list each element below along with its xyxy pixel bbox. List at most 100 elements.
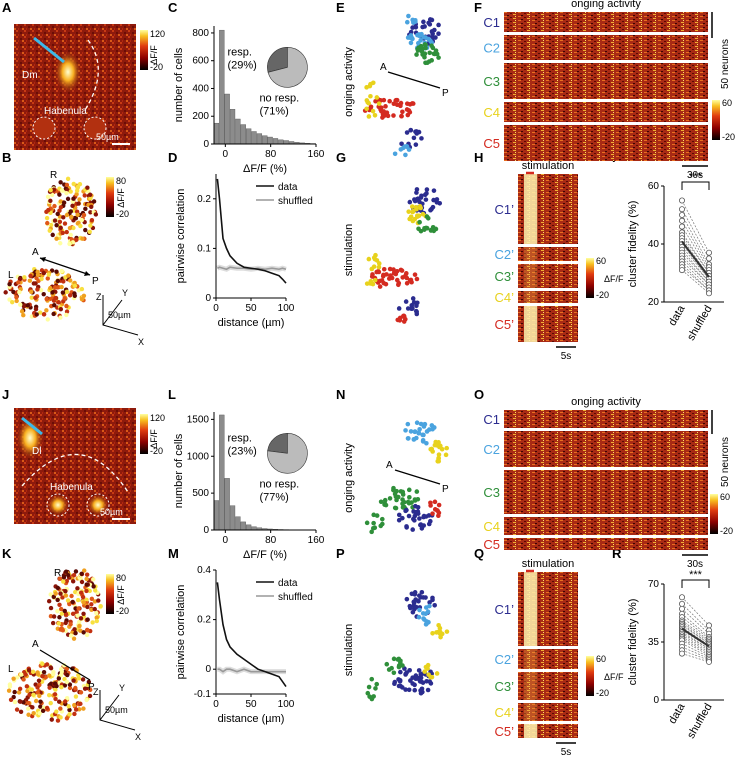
cluster-dot	[413, 604, 419, 610]
cluster-label-c5: C5’	[494, 317, 514, 332]
neuron-dot	[46, 272, 51, 277]
cluster-dot	[412, 272, 418, 277]
panel-letter-p: P	[336, 546, 345, 561]
cluster-label-c5: C5’	[494, 724, 514, 739]
pair-line	[681, 243, 710, 280]
legend-label: data	[278, 578, 298, 589]
cluster-dot	[366, 114, 372, 119]
neuron-dot	[81, 611, 86, 616]
y-tick-label: 40	[648, 239, 660, 250]
cluster-dot	[406, 487, 412, 493]
cluster-dot	[410, 296, 416, 301]
panel-letter-q: Q	[474, 546, 484, 561]
cluster-dot	[434, 671, 440, 676]
neuron-dot	[29, 687, 35, 692]
label-z: Z	[96, 292, 102, 302]
neuron-dot	[11, 289, 16, 295]
cluster-dot	[428, 207, 433, 213]
neuron-dot	[67, 601, 72, 607]
stim-response	[524, 247, 538, 261]
data-point	[679, 223, 686, 230]
neuron-dot	[59, 667, 64, 672]
cluster-dot	[420, 52, 425, 57]
cluster-dot	[396, 663, 402, 668]
habenula-right	[83, 116, 107, 140]
y-axis-label: cluster fidelity (%)	[627, 599, 639, 686]
cluster-dot	[428, 500, 433, 506]
cluster-dot	[417, 33, 422, 39]
y-tick-label: 0.4	[197, 565, 211, 576]
cluster-dot	[414, 489, 420, 494]
neuron-dot	[54, 236, 59, 241]
neuron-dot	[45, 220, 50, 226]
cluster-dot	[417, 607, 422, 613]
cluster-dot	[400, 109, 405, 115]
neuron-dot	[16, 690, 22, 695]
cluster-dot	[427, 603, 432, 609]
cluster-dot	[391, 113, 396, 118]
neuron-dot	[52, 302, 57, 308]
data-point	[679, 267, 686, 274]
neuron-dot	[29, 295, 34, 300]
cluster-dot	[373, 686, 378, 691]
neuron-dot	[72, 283, 78, 289]
pair-line	[681, 643, 710, 658]
panel-j-imaging: Dl Habenula 50µm 120 -20 ΔF/F	[14, 408, 165, 524]
cluster-dot	[371, 520, 376, 526]
neuron-dot	[79, 217, 84, 223]
neuron-dot	[65, 598, 71, 603]
neuron-dot	[91, 199, 97, 204]
cluster-dot	[404, 130, 410, 135]
neuron-dot	[17, 686, 23, 692]
dl-bright-region	[16, 416, 44, 460]
resp-pct: (29%)	[227, 59, 256, 71]
label-a: A	[32, 639, 39, 650]
cluster-dot	[407, 199, 413, 205]
dm-boundary	[84, 39, 99, 111]
neuron-dot	[65, 572, 71, 578]
neuron-dot	[62, 221, 68, 226]
neuron-dot	[90, 620, 95, 625]
panel-letter-g: G	[336, 150, 346, 165]
pair-line	[681, 653, 710, 663]
neuron-dot	[81, 630, 86, 635]
data-point	[679, 211, 686, 218]
neuron-dot	[84, 588, 89, 594]
neurons-label: 50 neurons	[720, 39, 731, 89]
neuron-dot	[50, 290, 55, 295]
histogram-bar	[235, 118, 241, 145]
cluster-dot	[417, 219, 422, 225]
neuron-dot	[21, 313, 26, 318]
neuron-dot	[63, 620, 68, 626]
cluster-dot	[391, 101, 397, 107]
neuron-dot	[41, 669, 47, 675]
neuron-dot	[79, 286, 85, 292]
neuron-dot	[7, 281, 12, 287]
raster-block	[518, 264, 578, 288]
cbar-max: 80	[116, 573, 126, 583]
neuron-dot	[64, 229, 69, 235]
cluster-dot	[406, 13, 411, 19]
label-r: R	[50, 170, 57, 181]
neuron-dot	[75, 212, 80, 218]
histogram-bar	[251, 131, 257, 145]
cluster-dot	[391, 670, 397, 676]
shuffled-point	[706, 658, 713, 665]
panel-f-raster: C1 C2 C3 C4 C5 onging activity 50 neurons 30s 60…	[483, 0, 735, 181]
cluster-dot	[364, 98, 370, 103]
cluster-dot	[412, 592, 418, 597]
cluster-dot	[424, 187, 430, 192]
raster-title: onging activity	[571, 0, 641, 10]
cluster-dot	[405, 112, 411, 118]
neuron-dot	[94, 610, 99, 616]
series-line-shuffled	[217, 668, 286, 673]
cluster-dot	[412, 687, 418, 693]
neuron-dot	[64, 289, 70, 295]
cluster-dot	[431, 188, 437, 193]
neuron-dot	[71, 636, 77, 641]
cluster-label-c2: C2’	[494, 247, 514, 262]
panel-letter-l: L	[168, 387, 176, 402]
y-axis-label: pairwise correlation	[175, 189, 187, 284]
xyz-axes	[102, 295, 139, 336]
cluster-dot	[368, 93, 373, 99]
